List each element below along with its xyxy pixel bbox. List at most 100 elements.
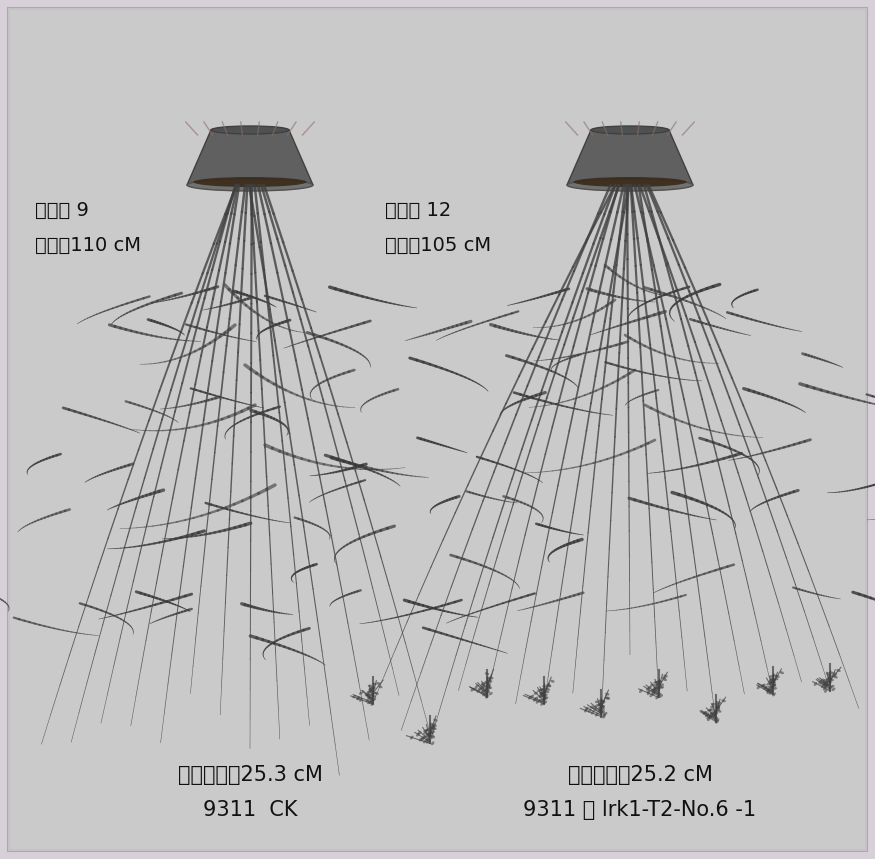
- Ellipse shape: [826, 679, 830, 682]
- Ellipse shape: [599, 711, 604, 715]
- Ellipse shape: [822, 679, 827, 683]
- Ellipse shape: [706, 712, 710, 716]
- Ellipse shape: [591, 126, 669, 134]
- Ellipse shape: [766, 689, 770, 692]
- Ellipse shape: [539, 691, 543, 695]
- Ellipse shape: [822, 683, 826, 686]
- Ellipse shape: [547, 685, 551, 687]
- Ellipse shape: [652, 691, 655, 694]
- Ellipse shape: [827, 674, 831, 677]
- Ellipse shape: [663, 674, 668, 678]
- Ellipse shape: [547, 684, 551, 686]
- Ellipse shape: [420, 738, 424, 741]
- Ellipse shape: [592, 706, 597, 710]
- Ellipse shape: [480, 684, 485, 686]
- Ellipse shape: [486, 676, 490, 679]
- Ellipse shape: [600, 705, 605, 708]
- Ellipse shape: [486, 695, 489, 698]
- Ellipse shape: [530, 695, 534, 698]
- Ellipse shape: [658, 680, 662, 683]
- Ellipse shape: [639, 689, 642, 693]
- Ellipse shape: [716, 708, 720, 710]
- Ellipse shape: [368, 701, 371, 704]
- Ellipse shape: [830, 679, 834, 681]
- Ellipse shape: [654, 686, 658, 689]
- Ellipse shape: [651, 689, 655, 691]
- Ellipse shape: [488, 679, 493, 683]
- Ellipse shape: [430, 734, 434, 737]
- Ellipse shape: [428, 734, 432, 738]
- Ellipse shape: [659, 694, 663, 698]
- Ellipse shape: [830, 672, 834, 674]
- Ellipse shape: [834, 675, 837, 679]
- Ellipse shape: [432, 727, 437, 730]
- Ellipse shape: [769, 682, 774, 685]
- Ellipse shape: [480, 687, 485, 691]
- Ellipse shape: [417, 731, 422, 734]
- Ellipse shape: [600, 709, 605, 711]
- Ellipse shape: [545, 691, 550, 693]
- Ellipse shape: [710, 703, 716, 705]
- Ellipse shape: [430, 736, 435, 739]
- Ellipse shape: [821, 679, 825, 681]
- Ellipse shape: [656, 684, 661, 686]
- Ellipse shape: [710, 713, 715, 716]
- Ellipse shape: [600, 704, 605, 708]
- Ellipse shape: [600, 706, 605, 709]
- Ellipse shape: [487, 679, 491, 681]
- Ellipse shape: [598, 704, 602, 706]
- Ellipse shape: [429, 731, 433, 734]
- Ellipse shape: [426, 737, 430, 740]
- Ellipse shape: [654, 681, 658, 684]
- Ellipse shape: [780, 671, 784, 674]
- Ellipse shape: [602, 713, 606, 717]
- Ellipse shape: [359, 698, 362, 702]
- Ellipse shape: [764, 686, 767, 690]
- Ellipse shape: [543, 694, 548, 697]
- Ellipse shape: [595, 704, 599, 707]
- Ellipse shape: [595, 700, 599, 704]
- Ellipse shape: [369, 697, 374, 700]
- Ellipse shape: [485, 680, 489, 684]
- Ellipse shape: [211, 126, 289, 134]
- Ellipse shape: [534, 691, 538, 695]
- Ellipse shape: [535, 697, 538, 700]
- Ellipse shape: [658, 685, 662, 688]
- Ellipse shape: [598, 710, 602, 712]
- Ellipse shape: [357, 697, 360, 700]
- Text: 9311  CK: 9311 CK: [203, 800, 298, 820]
- Ellipse shape: [483, 688, 487, 691]
- Ellipse shape: [369, 687, 374, 690]
- Ellipse shape: [773, 692, 776, 697]
- Ellipse shape: [370, 693, 374, 697]
- Ellipse shape: [485, 673, 489, 675]
- Ellipse shape: [425, 739, 430, 742]
- Ellipse shape: [770, 678, 774, 680]
- Ellipse shape: [703, 711, 707, 715]
- Ellipse shape: [542, 695, 546, 698]
- Ellipse shape: [768, 685, 773, 688]
- Ellipse shape: [826, 672, 830, 675]
- Ellipse shape: [544, 697, 549, 699]
- Ellipse shape: [652, 691, 655, 695]
- Ellipse shape: [480, 690, 484, 694]
- Ellipse shape: [649, 693, 653, 698]
- Ellipse shape: [591, 710, 594, 715]
- Ellipse shape: [424, 728, 429, 732]
- Ellipse shape: [656, 682, 661, 685]
- Ellipse shape: [367, 694, 371, 698]
- Ellipse shape: [820, 681, 823, 685]
- Ellipse shape: [541, 691, 546, 694]
- Ellipse shape: [768, 679, 773, 683]
- Ellipse shape: [771, 679, 775, 682]
- Ellipse shape: [366, 698, 369, 703]
- Ellipse shape: [430, 723, 434, 726]
- Ellipse shape: [483, 685, 487, 687]
- Ellipse shape: [424, 729, 428, 733]
- Ellipse shape: [426, 733, 430, 735]
- Ellipse shape: [773, 674, 777, 677]
- Ellipse shape: [714, 711, 718, 714]
- Ellipse shape: [484, 691, 487, 695]
- Ellipse shape: [830, 685, 835, 688]
- Ellipse shape: [372, 683, 377, 685]
